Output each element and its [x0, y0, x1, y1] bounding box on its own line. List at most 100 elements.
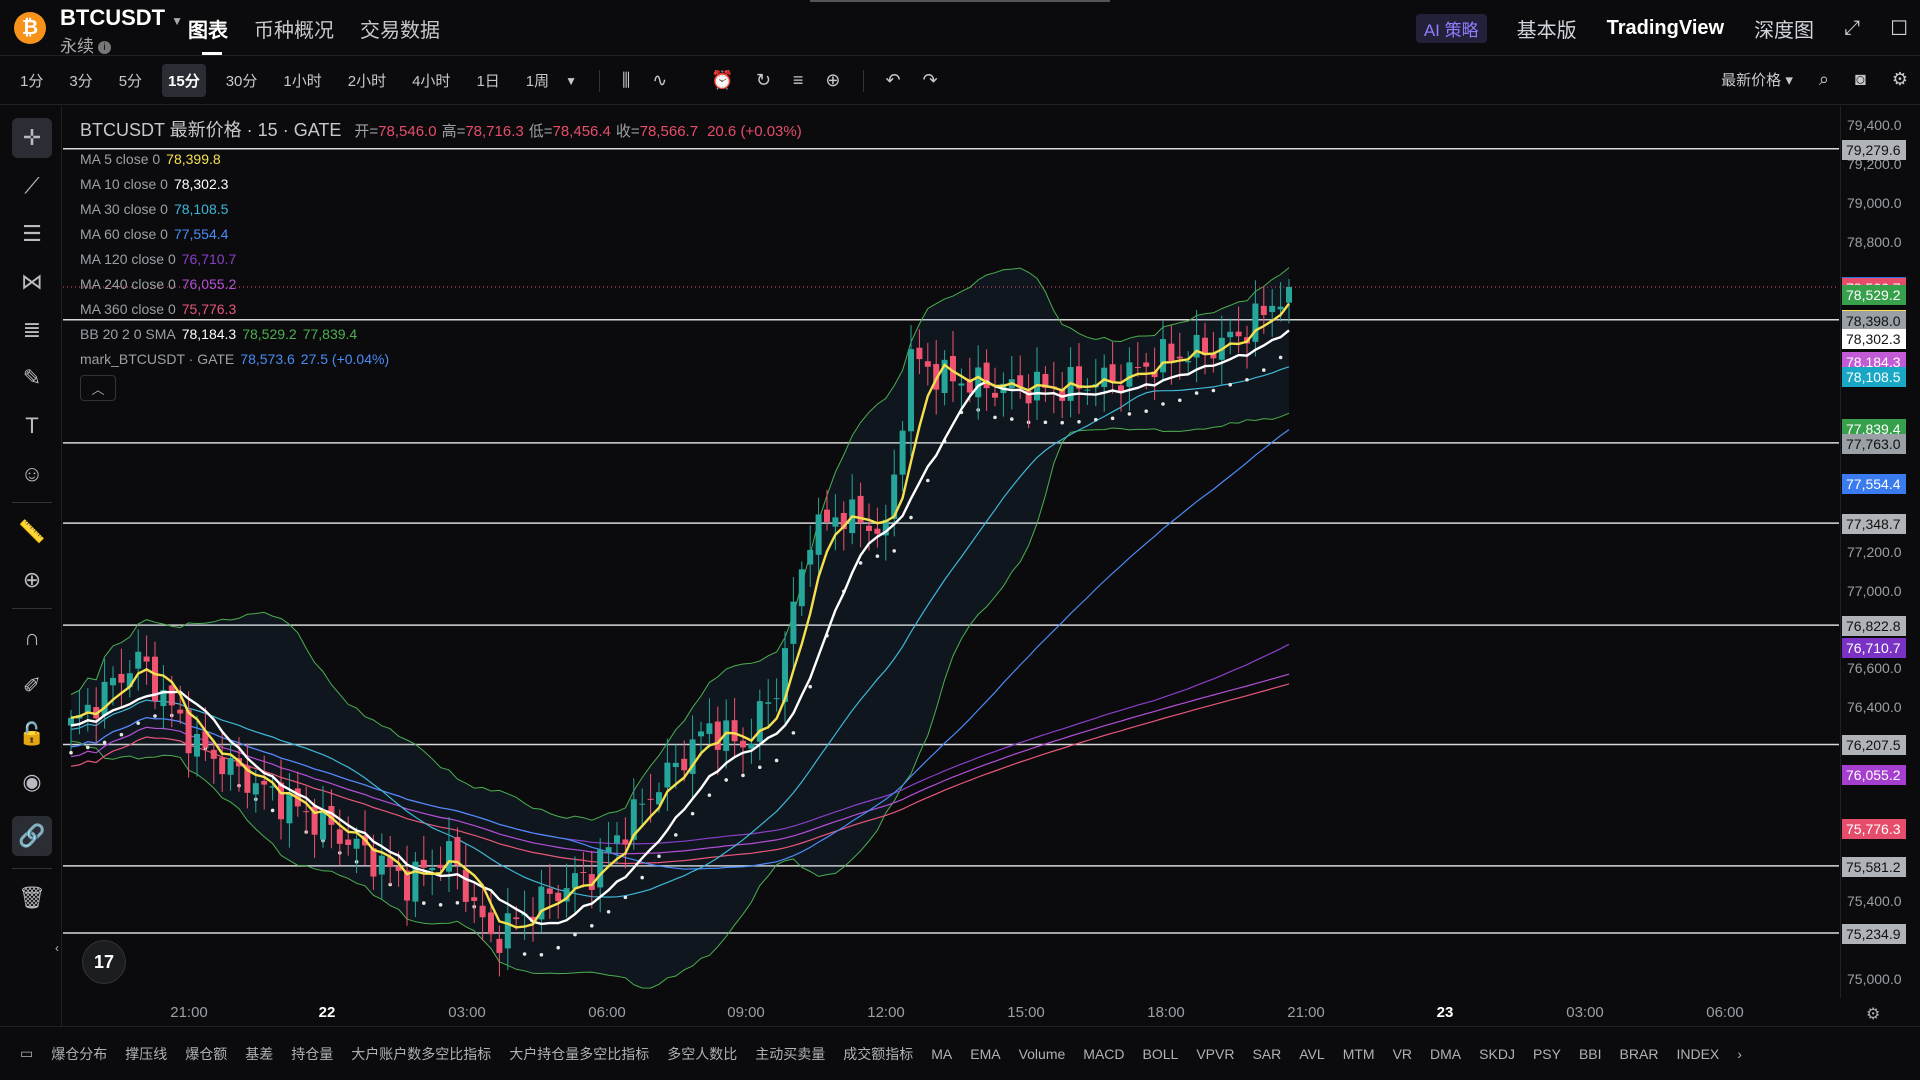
indicator-button[interactable]: DMA	[1430, 1045, 1462, 1062]
indicator-button[interactable]: 主动买卖量	[755, 1045, 826, 1062]
price-type-select[interactable]: 最新价格 ▾	[1721, 72, 1793, 89]
indicator-button[interactable]: BOLL	[1142, 1045, 1179, 1062]
tradingview-mode-button[interactable]: TradingView	[1606, 17, 1725, 39]
tradingview-logo[interactable]: 17	[82, 940, 126, 984]
add-plus-icon[interactable]: ⊕	[825, 70, 841, 90]
indicator-button[interactable]: AVL	[1299, 1045, 1325, 1062]
legend-row[interactable]: MA 360 close 0 75,776.3	[80, 301, 802, 317]
settings-list-icon[interactable]: ≡	[792, 70, 804, 90]
indicator-button[interactable]: 持仓量	[291, 1045, 334, 1062]
indicator-button[interactable]: 多空人数比	[667, 1045, 738, 1062]
indicator-button[interactable]: 基差	[245, 1045, 274, 1062]
candle-body	[899, 430, 906, 475]
indicator-button[interactable]: MA	[931, 1045, 953, 1062]
info-icon[interactable]: i	[98, 41, 111, 55]
indicators-icon[interactable]: ∿	[652, 70, 668, 90]
indicator-button[interactable]: SAR	[1252, 1045, 1282, 1062]
ruler-icon[interactable]: 📏	[18, 519, 46, 544]
lock-drawing-icon[interactable]: ✐	[22, 673, 42, 698]
trend-line-icon[interactable]: ⟋	[24, 173, 40, 198]
eye-icon[interactable]: ◉	[22, 769, 42, 794]
chart-legend: BTCUSDT 最新价格 · 15 · GATE 开=78,546.0 高=78…	[80, 116, 802, 401]
timeframe-2[interactable]: 5分	[118, 73, 143, 90]
indicator-button[interactable]: BBI	[1578, 1045, 1602, 1062]
axis-settings-icon[interactable]: ⚙	[1866, 1006, 1881, 1023]
lock-icon[interactable]: 🔓	[18, 721, 46, 746]
zoom-in-icon[interactable]: ⊕	[22, 567, 42, 592]
depth-chart-button[interactable]: 深度图	[1754, 20, 1815, 42]
alert-icon[interactable]: ⏰	[711, 70, 734, 90]
link-icon[interactable]: 🔗	[12, 816, 52, 856]
tab-0[interactable]: 图表	[188, 14, 228, 55]
timeframe-6[interactable]: 2小时	[347, 73, 387, 90]
symbol-selector[interactable]: BTCUSDT ▼	[60, 5, 183, 30]
redo-icon[interactable]: ↷	[922, 70, 938, 90]
candlestick-chart[interactable]	[63, 106, 1839, 998]
legend-row[interactable]: MA 5 close 0 78,399.8	[80, 151, 802, 167]
collapse-toolbar-icon[interactable]: ‹	[55, 941, 59, 955]
timeframe-1[interactable]: 3分	[69, 73, 93, 90]
fullscreen-icon[interactable]: ☐	[1890, 18, 1908, 40]
indicator-button[interactable]: VR	[1392, 1045, 1413, 1062]
tab-2[interactable]: 交易数据	[360, 20, 440, 42]
time-axis[interactable]: 21:00 22 03:00 06:00 09:00 12:00 15:00 18:00 21:…	[63, 998, 1839, 1026]
search-icon[interactable]: ⌕	[1818, 69, 1829, 89]
bitcoin-icon: ₿	[14, 12, 46, 44]
indicator-button[interactable]: 大户账户数多空比指标	[351, 1045, 492, 1062]
collapse-legend-button[interactable]: ︿	[80, 375, 116, 401]
indicator-button[interactable]: VPVR	[1196, 1045, 1235, 1062]
legend-row[interactable]: MA 240 close 0 76,055.2	[80, 276, 802, 292]
expand-icon[interactable]: ⤢	[1844, 17, 1861, 39]
indicator-button[interactable]: INDEX	[1676, 1045, 1720, 1062]
fib-icon[interactable]: ≣	[22, 317, 42, 342]
ai-strategy-button[interactable]: AI 策略	[1415, 14, 1487, 43]
timeframe-8[interactable]: 1日	[476, 73, 500, 90]
indicator-button[interactable]: 爆仓分布	[51, 1045, 108, 1062]
text-icon[interactable]: T	[25, 413, 39, 438]
candle-body	[395, 866, 402, 871]
legend-row[interactable]: MA 10 close 0 78,302.3	[80, 176, 802, 192]
horizontal-lines-icon[interactable]: ☰	[22, 221, 42, 246]
brush-icon[interactable]: ✎	[22, 365, 42, 390]
tab-1[interactable]: 币种概况	[254, 20, 334, 42]
legend-row[interactable]: mark_BTCUSDT · GATE 78,573.6 27.5 (+0.04%)	[80, 351, 802, 367]
basic-mode-button[interactable]: 基本版	[1516, 20, 1577, 42]
legend-row[interactable]: MA 120 close 0 76,710.7	[80, 251, 802, 267]
legend-row[interactable]: BB 20 2 0 SMA 78,184.3 78,529.2 77,839.4	[80, 326, 802, 342]
replay-icon[interactable]: ↻	[755, 70, 771, 90]
indicator-button[interactable]: MACD	[1083, 1045, 1125, 1062]
candle-type-icon[interactable]: ⫼	[622, 70, 631, 90]
chevron-right-icon[interactable]: ›	[1737, 1045, 1742, 1062]
timeframe-4[interactable]: 30分	[225, 73, 258, 90]
crosshair-icon[interactable]: ✛	[12, 118, 52, 158]
timeframe-5[interactable]: 1小时	[283, 73, 322, 90]
indicator-button[interactable]: MTM	[1342, 1045, 1375, 1062]
trash-icon[interactable]: 🗑	[18, 885, 46, 910]
indicator-button[interactable]: 爆仓额	[185, 1045, 228, 1062]
indicator-button[interactable]: 大户持仓量多空比指标	[509, 1045, 650, 1062]
camera-icon[interactable]: ◙	[1854, 69, 1866, 89]
pattern-icon[interactable]: ⋈	[21, 269, 43, 294]
price-axis[interactable]: 79,400.0 79,200.0 79,000.0 78,800.0 77,200.0…	[1840, 106, 1920, 998]
calendar-icon[interactable]: ▭	[20, 1045, 34, 1061]
indicator-button[interactable]: Volume	[1018, 1045, 1066, 1062]
indicator-button[interactable]: 撑压线	[125, 1045, 168, 1062]
timeframe-7[interactable]: 4小时	[412, 73, 451, 90]
candle-body	[588, 874, 595, 890]
gear-icon[interactable]: ⚙	[1891, 69, 1908, 89]
indicator-button[interactable]: EMA	[970, 1045, 1001, 1062]
time-tick-label: 03:00	[448, 1004, 486, 1021]
indicator-button[interactable]: PSY	[1532, 1045, 1561, 1062]
legend-row[interactable]: MA 60 close 0 77,554.4	[80, 226, 802, 242]
timeframe-0[interactable]: 1分	[20, 73, 44, 90]
timeframe-3[interactable]: 15分	[162, 64, 206, 97]
legend-row[interactable]: MA 30 close 0 78,108.5	[80, 201, 802, 217]
undo-icon[interactable]: ↶	[885, 70, 901, 90]
magnet-icon[interactable]: ∩	[24, 625, 40, 650]
indicator-button[interactable]: 成交额指标	[843, 1045, 914, 1062]
indicator-button[interactable]: SKDJ	[1479, 1045, 1515, 1062]
emoji-icon[interactable]: ☺	[20, 461, 44, 486]
chevron-down-icon[interactable]: ▼	[565, 73, 578, 88]
timeframe-9[interactable]: 1周	[525, 73, 550, 90]
indicator-button[interactable]: BRAR	[1619, 1045, 1659, 1062]
